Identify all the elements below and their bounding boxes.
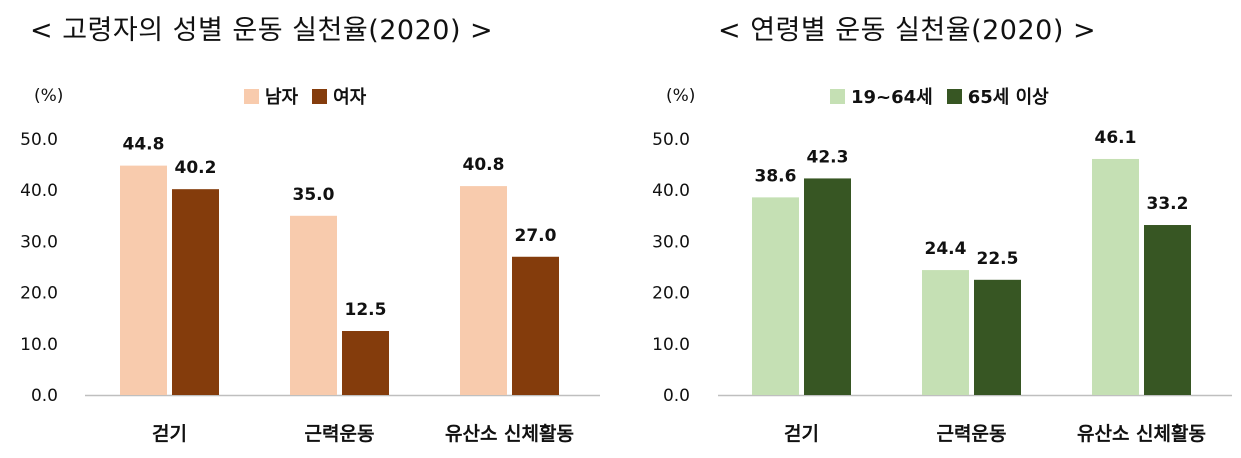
bar-age-s0-c2 (1092, 158, 1139, 395)
legend-age: 19~64세 65세 이상 (830, 83, 1063, 109)
value-label-gender-s1-c2: 27.0 (515, 226, 557, 246)
legend-label-under65: 19~64세 (851, 87, 933, 108)
value-label-gender-s0-c1: 35.0 (293, 185, 335, 205)
legend-label-male: 남자 (265, 87, 299, 108)
bar-age-s1-c1 (974, 279, 1021, 395)
chart-title-age: < 연령별 운동 실천율(2020) > (718, 15, 1097, 46)
y-tick-label-gender-5: 50.0 (20, 130, 58, 150)
legend-swatch-under65 (830, 88, 845, 104)
legend-item-65plus: 65세 이상 (946, 83, 1049, 109)
y-tick-label-age-4: 40.0 (652, 181, 690, 201)
y-tick-label-age-0: 0.0 (663, 386, 690, 406)
value-label-age-s1-c2: 33.2 (1147, 194, 1189, 214)
legend-label-female: 여자 (333, 87, 367, 108)
legend-label-65plus: 65세 이상 (967, 87, 1049, 108)
bar-age-s1-c2 (1144, 225, 1191, 395)
legend-item-under65: 19~64세 (830, 83, 933, 109)
y-tick-label-gender-2: 20.0 (20, 284, 58, 304)
unit-label-age: (%) (666, 86, 696, 106)
value-label-age-s1-c1: 22.5 (977, 249, 1019, 269)
y-tick-label-gender-4: 40.0 (20, 181, 58, 201)
category-label-age-2: 유산소 신체활동 (1077, 423, 1206, 445)
y-tick-label-age-3: 30.0 (652, 232, 690, 252)
y-tick-label-age-2: 20.0 (652, 284, 690, 304)
value-label-gender-s1-c1: 12.5 (345, 300, 387, 320)
legend-swatch-male (244, 88, 259, 104)
legend-item-female: 여자 (312, 83, 366, 109)
y-tick-label-age-5: 50.0 (652, 130, 690, 150)
bar-age-s1-c0 (804, 178, 851, 395)
legend-gender: 남자 여자 (244, 83, 380, 109)
category-label-age-1: 근력운동 (937, 423, 1007, 445)
value-label-age-s0-c2: 46.1 (1095, 128, 1137, 148)
value-label-age-s0-c1: 24.4 (925, 239, 967, 259)
bar-gender-s1-c2 (512, 256, 559, 395)
bar-gender-s0-c2 (460, 186, 507, 395)
value-label-gender-s1-c0: 40.2 (175, 158, 217, 178)
chart-title-gender: < 고령자의 성별 운동 실천율(2020) > (30, 15, 494, 46)
legend-swatch-female (312, 88, 328, 104)
bar-age-s0-c1 (922, 270, 969, 395)
value-label-age-s1-c0: 42.3 (807, 147, 849, 167)
category-label-gender-1: 근력운동 (305, 423, 375, 445)
value-label-gender-s0-c0: 44.8 (123, 135, 165, 155)
y-tick-label-age-1: 10.0 (652, 335, 690, 355)
category-label-gender-2: 유산소 신체활동 (445, 423, 574, 445)
bar-gender-s1-c0 (172, 189, 219, 395)
y-tick-label-gender-1: 10.0 (20, 335, 58, 355)
category-label-age-0: 걷기 (784, 423, 819, 445)
bar-age-s0-c0 (752, 197, 799, 395)
unit-label-gender: (%) (34, 86, 64, 106)
legend-swatch-65plus (946, 88, 962, 104)
value-label-age-s0-c0: 38.6 (755, 166, 797, 186)
category-label-gender-0: 걷기 (152, 423, 187, 445)
bar-gender-s1-c1 (342, 331, 389, 395)
bar-gender-s0-c1 (290, 215, 337, 395)
y-tick-label-gender-3: 30.0 (20, 232, 58, 252)
bar-gender-s0-c0 (120, 165, 167, 395)
y-tick-label-gender-0: 0.0 (31, 386, 58, 406)
value-label-gender-s0-c2: 40.8 (463, 155, 505, 175)
legend-item-male: 남자 (244, 83, 298, 109)
